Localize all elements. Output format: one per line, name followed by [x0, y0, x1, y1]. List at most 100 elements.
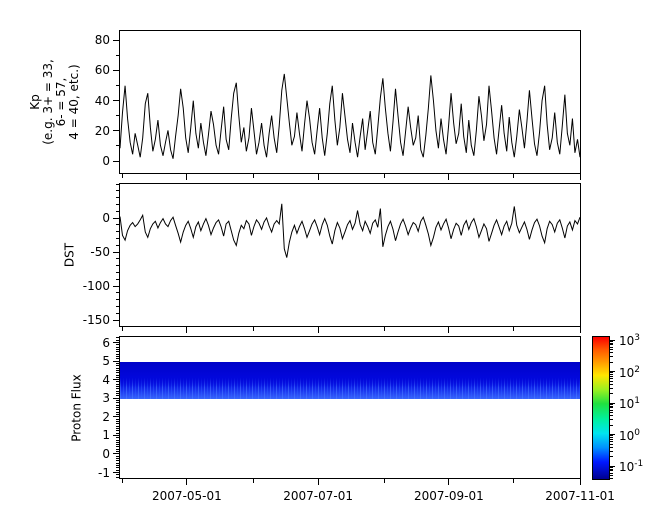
colorbar-minor-tick — [610, 435, 613, 437]
colorbar-minor-tick — [610, 361, 613, 363]
proton-axis-label-line: Proton Flux — [69, 373, 84, 442]
y-axis-tick-label: 0 — [102, 446, 110, 461]
colorbar-label-exponent: -1 — [634, 459, 644, 470]
colorbar-minor-tick — [610, 478, 613, 480]
y-axis-minor-tick — [116, 467, 119, 469]
y-axis-minor-tick — [116, 145, 119, 147]
y-axis-minor-tick — [116, 346, 119, 348]
x-axis-minor-tick — [384, 327, 386, 331]
y-axis-tick — [113, 379, 119, 381]
x-axis-minor-tick — [122, 479, 124, 483]
x-axis-minor-tick — [122, 327, 124, 331]
y-axis-tick — [113, 342, 119, 343]
colorbar-label-base: 10 — [619, 334, 635, 349]
y-axis-minor-tick — [116, 210, 119, 212]
y-axis-minor-tick — [116, 339, 119, 341]
y-axis-tick-label: 40 — [94, 93, 110, 108]
y-axis-minor-tick — [116, 411, 119, 413]
y-axis-tick — [113, 217, 119, 219]
y-axis-minor-tick — [116, 413, 119, 415]
colorbar-minor-tick — [610, 349, 613, 350]
x-axis-tick — [317, 479, 319, 485]
y-axis-tick-label: 0 — [102, 154, 110, 169]
y-axis-minor-tick — [116, 469, 119, 471]
y-axis-minor-tick — [116, 400, 119, 402]
y-axis-minor-tick — [116, 455, 119, 457]
y-axis-tick-label: -100 — [82, 279, 110, 294]
y-axis-tick-label: 6 — [102, 335, 110, 350]
y-axis-tick-label: -1 — [98, 465, 110, 480]
x-axis-minor-tick — [513, 479, 515, 483]
colorbar-minor-tick — [610, 443, 613, 445]
colorbar-tick — [610, 339, 615, 341]
colorbar-label-base: 10 — [619, 397, 635, 412]
x-axis-tick-label: 2007-07-01 — [283, 489, 353, 503]
y-axis-minor-tick — [116, 390, 119, 392]
y-axis-minor-tick — [116, 458, 119, 460]
x-axis-tick — [579, 174, 581, 180]
x-axis-tick — [579, 327, 581, 333]
y-axis-minor-tick — [116, 362, 119, 364]
y-axis-tick — [113, 319, 119, 321]
colorbar-minor-tick — [610, 405, 613, 407]
y-axis-minor-tick — [116, 393, 119, 395]
y-axis-minor-tick — [116, 344, 119, 346]
colorbar-minor-tick — [610, 456, 613, 458]
kp-series-plot — [120, 73, 580, 159]
y-axis-minor-tick — [116, 423, 119, 425]
x-axis-tick — [448, 327, 450, 333]
y-axis-minor-tick — [116, 292, 119, 294]
colorbar-minor-tick — [610, 352, 613, 354]
colorbar-minor-tick — [610, 383, 613, 385]
y-axis-tick — [113, 472, 119, 473]
colorbar-minor-tick — [610, 475, 613, 476]
y-axis-minor-tick — [116, 372, 119, 374]
y-axis-minor-tick — [116, 237, 119, 239]
y-axis-minor-tick — [116, 388, 119, 390]
y-axis-minor-tick — [116, 272, 119, 274]
x-axis-minor-tick — [252, 479, 254, 483]
y-axis-minor-tick — [116, 306, 119, 308]
y-axis-minor-tick — [116, 425, 119, 427]
colorbar-minor-tick — [610, 374, 613, 376]
y-axis-minor-tick — [116, 265, 119, 267]
colorbar-minor-tick — [610, 450, 613, 452]
proton-flux-panel — [119, 336, 581, 479]
y-axis-minor-tick — [116, 85, 119, 87]
colorbar-label-base: 10 — [619, 428, 635, 443]
x-axis-tick — [186, 327, 188, 333]
colorbar-minor-tick — [610, 375, 613, 377]
y-axis-tick-label: 60 — [94, 63, 110, 78]
y-axis-minor-tick — [116, 474, 119, 476]
colorbar-minor-tick — [610, 437, 613, 439]
x-axis-tick-label: 2007-05-01 — [152, 489, 222, 503]
y-axis-minor-tick — [116, 476, 119, 478]
x-axis-minor-tick — [513, 327, 515, 331]
colorbar-tick-label: 103 — [619, 331, 640, 348]
y-axis-tick — [113, 434, 119, 436]
y-axis-minor-tick — [116, 54, 119, 56]
y-axis-tick — [113, 69, 119, 71]
y-axis-tick-label: -150 — [82, 313, 110, 328]
colorbar-minor-tick — [610, 412, 613, 413]
y-axis-tick-label: 5 — [102, 354, 110, 369]
colorbar-minor-tick — [610, 468, 613, 470]
x-axis-tick — [579, 479, 581, 485]
y-axis-minor-tick — [116, 115, 119, 117]
colorbar-tick-label: 100 — [619, 426, 640, 443]
y-axis-minor-tick — [116, 376, 119, 378]
y-axis-tick — [113, 360, 119, 362]
y-axis-tick-label: 3 — [102, 391, 110, 406]
y-axis-minor-tick — [116, 183, 119, 185]
dst-axis-label: DST — [63, 243, 77, 267]
dst-panel — [119, 183, 581, 327]
y-axis-minor-tick — [116, 448, 119, 450]
y-axis-minor-tick — [116, 231, 119, 233]
proton-axis-label: Proton Flux — [69, 373, 84, 442]
colorbar-tick — [610, 402, 615, 404]
colorbar-label-exponent: 2 — [634, 364, 641, 375]
colorbar-tick-label: 10-1 — [619, 457, 643, 474]
y-axis-minor-tick — [116, 278, 119, 280]
y-axis-tick — [113, 39, 119, 41]
y-axis-minor-tick — [116, 420, 119, 422]
